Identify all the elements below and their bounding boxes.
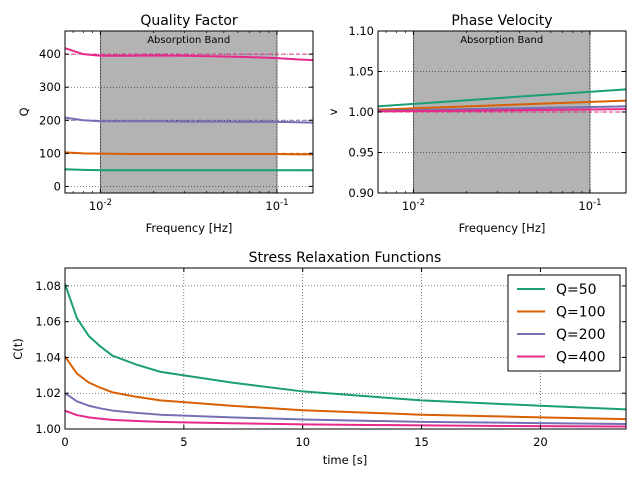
stress-relaxation-xlabel: time [s] bbox=[323, 453, 368, 467]
y-tick-label: 0.90 bbox=[348, 186, 374, 200]
phase-velocity-xlabel: Frequency [Hz] bbox=[459, 221, 546, 235]
x-tick-label: 10-2 bbox=[89, 198, 112, 213]
x-tick-label: 10-1 bbox=[265, 198, 288, 213]
plot-area bbox=[65, 268, 626, 429]
y-tick-label: 0 bbox=[54, 179, 61, 193]
absorption-band-label: Absorption Band bbox=[147, 35, 230, 46]
x-tick-label: 5 bbox=[180, 435, 187, 449]
stress-relaxation-panel: Stress Relaxation Functions time [s] C(t… bbox=[11, 250, 627, 467]
y-tick-label: 1.02 bbox=[35, 386, 61, 400]
y-tick-label: 1.05 bbox=[348, 65, 374, 79]
quality-factor-ylabel: Q bbox=[17, 107, 31, 116]
quality-factor-xlabel: Frequency [Hz] bbox=[146, 221, 233, 235]
x-tick-label: 15 bbox=[414, 435, 429, 449]
axes-frame bbox=[64, 267, 627, 430]
plot-area bbox=[65, 31, 313, 193]
legend-label: Q=400 bbox=[556, 350, 605, 366]
stress-relaxation-title: Stress Relaxation Functions bbox=[249, 250, 442, 266]
series-line-4 bbox=[65, 47, 313, 62]
y-tick-label: 100 bbox=[39, 146, 61, 160]
y-tick-label: 1.06 bbox=[35, 315, 61, 329]
y-tick-label: 0.95 bbox=[348, 146, 374, 160]
y-tick-label: 200 bbox=[39, 113, 61, 127]
y-tick-label: 1.00 bbox=[348, 105, 374, 119]
y-tick-label: 1.10 bbox=[348, 24, 374, 38]
absorption-band-label: Absorption Band bbox=[460, 35, 543, 46]
series-line-4 bbox=[378, 108, 626, 113]
series-line-q50 bbox=[65, 283, 626, 411]
quality-factor-panel: Quality Factor Frequency [Hz] Q Absorpti… bbox=[17, 13, 314, 235]
legend-label: Q=100 bbox=[556, 305, 605, 321]
legend: Q=50 Q=100 Q=200 Q=400 bbox=[507, 274, 621, 372]
legend-label: Q=200 bbox=[556, 327, 605, 343]
x-tick-label: 10 bbox=[295, 435, 310, 449]
series-line-3 bbox=[378, 105, 626, 112]
x-tick-label: 10-2 bbox=[402, 198, 425, 213]
phase-velocity-ylabel: v bbox=[326, 108, 340, 115]
stress-relaxation-ylabel: C(t) bbox=[11, 338, 25, 360]
axes-frame bbox=[64, 30, 314, 194]
x-tick-label: 10-1 bbox=[578, 198, 601, 213]
y-tick-label: 1.08 bbox=[35, 279, 61, 293]
phase-velocity-panel: Phase Velocity Frequency [Hz] v Absorpti… bbox=[326, 13, 627, 235]
y-tick-label: 1.00 bbox=[35, 422, 61, 436]
quality-factor-title: Quality Factor bbox=[140, 13, 238, 29]
series-line-3 bbox=[65, 116, 313, 124]
series-line-2 bbox=[378, 99, 626, 111]
x-tick-label: 20 bbox=[533, 435, 548, 449]
series-line-1 bbox=[65, 168, 313, 172]
y-tick-label: 1.04 bbox=[35, 350, 61, 364]
x-tick-label: 0 bbox=[61, 435, 68, 449]
series-line-1 bbox=[378, 88, 626, 108]
plot-area bbox=[378, 31, 626, 193]
series-line-2 bbox=[65, 151, 313, 156]
series-line-q200 bbox=[65, 392, 626, 425]
series-line-q100 bbox=[65, 355, 626, 421]
legend-box bbox=[507, 274, 621, 372]
legend-label: Q=50 bbox=[556, 282, 597, 298]
phase-velocity-title: Phase Velocity bbox=[451, 13, 552, 29]
y-tick-label: 400 bbox=[39, 47, 61, 61]
y-tick-label: 300 bbox=[39, 80, 61, 94]
